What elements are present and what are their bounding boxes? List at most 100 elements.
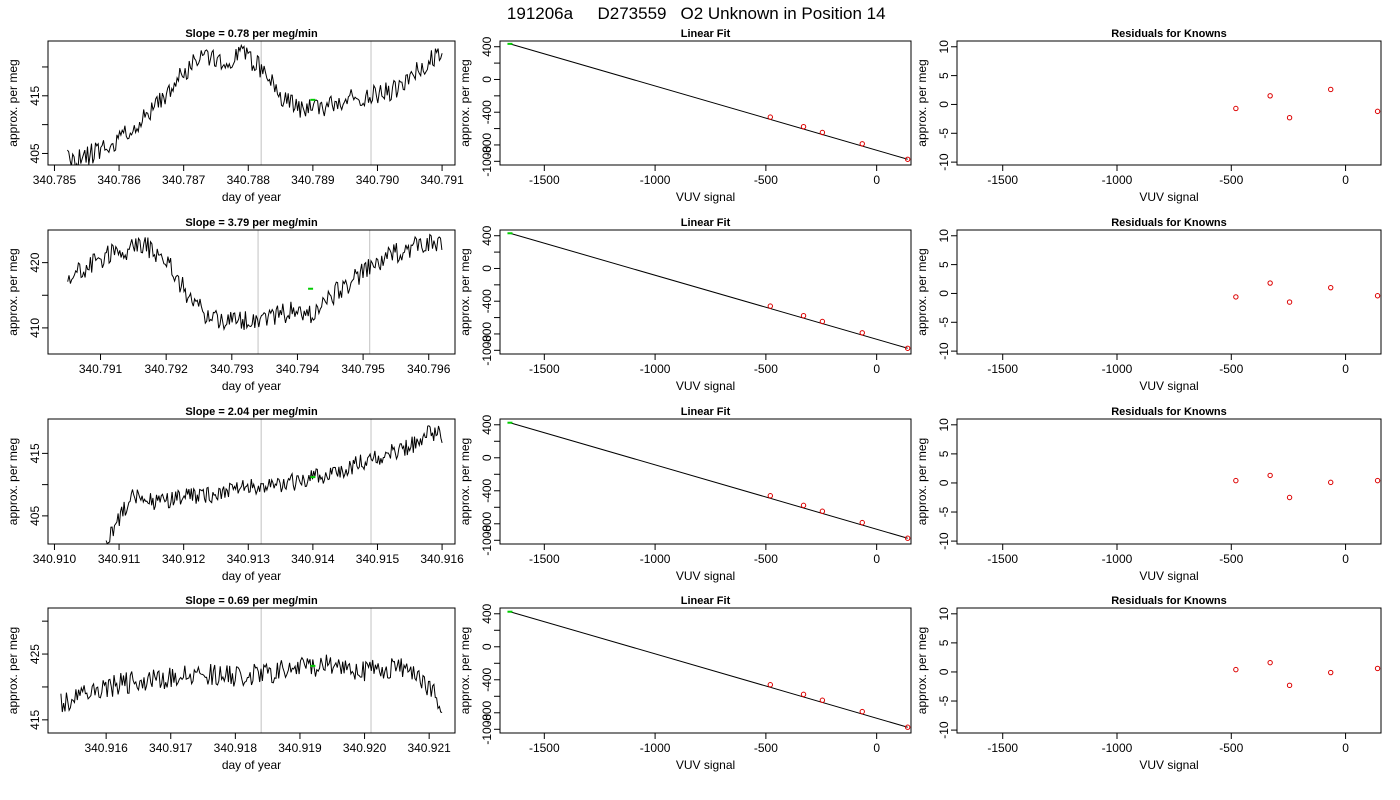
panel-2-3: Residuals for Knowns -1500 -1000 -500 0 10 5 0 -…: [915, 217, 1382, 393]
y-tick-label: -10: [937, 532, 951, 550]
x-tick-label: -1000: [1102, 552, 1133, 566]
residual-point: [1328, 669, 1334, 676]
x-tick-label: 0: [873, 173, 880, 187]
panel-grid: Slope = 0.78 per meg/min 340.785 340.786 34…: [6, 28, 1382, 772]
y-tick-label: 0: [480, 76, 494, 83]
y-tick-label: 400: [480, 225, 494, 245]
data-trace: [66, 43, 443, 165]
residual-point: [1328, 284, 1334, 291]
y-tick-label: -10: [937, 153, 951, 171]
y-axis-label: approx. per meg: [915, 627, 929, 714]
plot-frame: [956, 418, 1382, 545]
x-tick-label: 0: [873, 741, 880, 755]
x-tick-label: 340.793: [210, 362, 254, 376]
y-tick-label: -400: [480, 289, 494, 313]
residual-point: [1233, 294, 1239, 300]
residual-point: [1233, 105, 1239, 112]
plot-frame: [499, 40, 912, 166]
plot-area: [1233, 280, 1381, 305]
x-tick-label: -1000: [1102, 741, 1133, 755]
x-tick-label: -1000: [640, 173, 671, 187]
panel-title: Linear Fit: [681, 406, 731, 418]
x-tick-label: -500: [1219, 362, 1243, 376]
figure-title-sample: D273559: [597, 4, 666, 23]
x-axis-label: VUV signal: [676, 379, 735, 393]
x-tick-label: -500: [1219, 173, 1243, 187]
known-point: [767, 114, 774, 120]
y-tick-label: -1000: [480, 714, 494, 745]
x-tick-label: 340.785: [33, 173, 77, 187]
y-tick-label: 10: [937, 229, 951, 243]
plot-frame: [956, 229, 1382, 355]
y-tick-label: 10: [937, 607, 951, 621]
plot-frame: [47, 607, 456, 734]
known-point: [767, 303, 774, 309]
y-axis-label: approx. per meg: [6, 59, 20, 146]
panel-2-1: Slope = 3.79 per meg/min 340.791 340.792 34…: [6, 217, 456, 393]
y-tick-label: 425: [28, 644, 42, 664]
x-tick-label: 0: [1342, 552, 1349, 566]
panel-title: Linear Fit: [681, 28, 731, 40]
plot-frame: [499, 607, 912, 734]
residual-point: [1233, 477, 1239, 484]
x-tick-label: -1500: [987, 362, 1018, 376]
x-axis-label: day of year: [222, 379, 281, 393]
y-tick-label: -800: [480, 511, 494, 535]
x-tick-label: 340.912: [162, 552, 206, 566]
y-tick-label: 0: [480, 265, 494, 272]
y-tick-label: -5: [937, 695, 951, 706]
residual-point: [1286, 299, 1293, 305]
y-tick-label: 405: [28, 506, 42, 526]
x-tick-label: 0: [1342, 173, 1349, 187]
x-axis-label: VUV signal: [1139, 758, 1198, 772]
known-point: [904, 724, 911, 730]
residual-point: [1267, 93, 1273, 99]
panel-title: Residuals for Knowns: [1111, 28, 1227, 40]
x-tick-label: -500: [754, 362, 778, 376]
panel-title: Slope = 3.79 per meg/min: [185, 217, 318, 229]
known-point: [859, 330, 865, 336]
residual-point: [1267, 659, 1273, 666]
panel-title: Residuals for Knowns: [1111, 595, 1227, 607]
y-axis-label: approx. per meg: [915, 438, 929, 525]
x-axis-label: VUV signal: [1139, 569, 1198, 583]
plot-area: [1233, 659, 1381, 689]
known-point: [800, 502, 807, 509]
known-point: [819, 508, 826, 514]
plot-area: [60, 608, 443, 733]
residual-point: [1328, 479, 1334, 486]
y-tick-label: 400: [480, 414, 494, 434]
y-tick-label: -5: [937, 506, 951, 517]
y-tick-label: 0: [937, 101, 951, 108]
plot-frame: [956, 607, 1382, 734]
panel-1-2: Linear Fit-1500 -1000 -500 04000-400-800-10…: [458, 28, 912, 204]
y-tick-label: 400: [480, 603, 494, 623]
x-axis-label: VUV signal: [676, 190, 735, 204]
residual-point: [1374, 293, 1381, 299]
x-tick-label: 0: [873, 362, 880, 376]
panel-title: Slope = 0.69 per meg/min: [185, 595, 318, 607]
y-tick-label: 415: [28, 443, 42, 463]
y-tick-label: 415: [28, 85, 42, 105]
panel-3-1: Slope = 2.04 per meg/min 340.910 340.911 34…: [6, 406, 464, 583]
panel-4-2: Linear Fit-1500 -1000 -500 04000-400-800-10…: [458, 595, 912, 772]
x-tick-label: 340.791: [79, 362, 123, 376]
x-tick-label: 340.795: [341, 362, 385, 376]
panel-3-2: Linear Fit-1500 -1000 -500 04000-400-800-10…: [458, 406, 912, 583]
panel-title: Linear Fit: [681, 595, 731, 607]
residual-point: [1267, 472, 1273, 479]
plot-area: [1233, 86, 1381, 121]
fit-line: [509, 611, 908, 728]
y-tick-label: 10: [937, 418, 951, 432]
y-tick-label: -400: [480, 667, 494, 691]
y-tick-label: -5: [937, 317, 951, 328]
x-axis-label: VUV signal: [676, 569, 735, 583]
x-axis-label: VUV signal: [1139, 190, 1198, 204]
figure-title-run: 191206a: [507, 4, 574, 23]
y-axis-label: approx. per meg: [915, 59, 929, 146]
x-tick-label: -1000: [1102, 173, 1133, 187]
residual-point: [1286, 494, 1293, 501]
panel-1-1: Slope = 0.78 per meg/min 340.785 340.786 34…: [6, 28, 464, 204]
panel-3-3: Residuals for Knowns -1500 -1000 -500 0 10 5 0 -…: [915, 406, 1382, 583]
y-tick-label: 0: [937, 290, 951, 297]
